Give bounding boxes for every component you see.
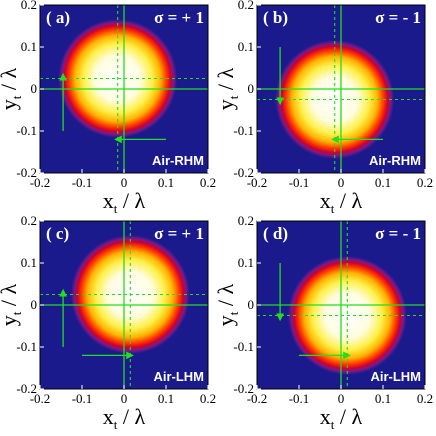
x-tick-label: 0 [338, 175, 345, 190]
x-axis-label: xt / λ [320, 404, 363, 432]
panel-label: ( a) [46, 8, 70, 27]
y-axis-subscript: t [226, 311, 241, 315]
x-axis-suffix: / λ [117, 188, 145, 213]
y-tick-label: 0 [31, 81, 38, 96]
y-axis-suffix: / λ [213, 283, 238, 311]
x-axis-suffix: / λ [334, 188, 362, 213]
x-axis-symbol: x [320, 188, 331, 213]
x-tick-label: 0.1 [158, 175, 174, 190]
x-axis-suffix: / λ [334, 404, 362, 429]
x-tick-label: -0.2 [30, 175, 51, 190]
y-tick-label: 0.2 [21, 0, 37, 12]
sigma-label: σ = - 1 [375, 224, 421, 243]
x-tick-label: 0.1 [158, 391, 174, 406]
y-axis-subscript: t [9, 311, 24, 315]
y-axis-label: yt / λ [0, 67, 24, 110]
x-axis-label: xt / λ [320, 188, 363, 216]
y-tick-label: -0.2 [16, 381, 37, 396]
y-tick-label: 0.1 [238, 255, 254, 270]
y-tick-label: -0.1 [16, 339, 37, 354]
y-tick-label: -0.2 [16, 165, 37, 180]
x-tick-label: 0 [121, 175, 128, 190]
x-axis-symbol: x [103, 188, 114, 213]
panel-d: -0.2 -0.1 0 0.1 0.20.20.10-0.1-0.2xt / λyt /… [213, 213, 433, 432]
x-axis-subscript: t [114, 201, 118, 216]
x-tick-label: 0.2 [200, 175, 216, 190]
y-tick-label: -0.2 [233, 381, 254, 396]
y-tick-label: -0.1 [233, 339, 254, 354]
y-axis-label: yt / λ [213, 283, 241, 326]
x-tick-label: -0.1 [289, 175, 310, 190]
y-axis-suffix: / λ [213, 67, 238, 95]
x-axis-subscript: t [114, 417, 118, 432]
y-tick-label: 0 [31, 297, 38, 312]
sigma-label: σ = + 1 [154, 224, 204, 243]
x-axis-label: xt / λ [103, 404, 146, 432]
x-tick-label: 0 [121, 391, 128, 406]
y-axis-label: yt / λ [0, 283, 24, 326]
y-tick-label: 0.1 [21, 39, 37, 54]
x-axis-suffix: / λ [117, 404, 145, 429]
y-axis-symbol: y [0, 315, 21, 326]
x-tick-label: 0.2 [200, 391, 216, 406]
y-axis-subscript: t [226, 95, 241, 99]
x-tick-label: -0.2 [247, 175, 268, 190]
y-tick-label: 0 [248, 81, 255, 96]
x-tick-label: 0.2 [417, 391, 433, 406]
x-axis-symbol: x [103, 404, 114, 429]
x-tick-label: 0.2 [417, 175, 433, 190]
panel-label: ( d) [263, 224, 288, 243]
beam-spot [275, 39, 395, 160]
panel-label: ( b) [263, 8, 288, 27]
y-tick-label: 0.1 [21, 255, 37, 270]
y-axis-symbol: y [0, 99, 21, 110]
medium-label: Air-RHM [369, 153, 421, 168]
panel-a: -0.2-0.100.10.20.20.10-0.1-0.2xt / λyt /… [0, 0, 216, 216]
sigma-label: σ = + 1 [154, 8, 204, 27]
x-tick-label: -0.1 [72, 391, 93, 406]
x-tick-label: -0.2 [30, 391, 51, 406]
y-tick-label: 0.2 [238, 0, 254, 12]
medium-label: Air-LHM [370, 369, 421, 384]
panel-b: -0.2 -0.1 0 0.1 0.20.20.10-0.1-0.2xt / λyt /… [213, 0, 433, 216]
x-tick-label: -0.1 [72, 175, 93, 190]
y-tick-label: 0.1 [238, 39, 254, 54]
x-tick-label: -0.2 [247, 391, 268, 406]
panel-label: ( c) [46, 224, 69, 243]
x-tick-label: 0.1 [375, 175, 391, 190]
y-axis-suffix: / λ [0, 67, 21, 95]
y-tick-label: -0.1 [16, 123, 37, 138]
y-tick-label: 0 [248, 297, 255, 312]
x-tick-label: -0.1 [289, 391, 310, 406]
medium-label: Air-LHM [153, 369, 204, 384]
y-tick-label: -0.2 [233, 165, 254, 180]
x-tick-label: 0.1 [375, 391, 391, 406]
y-tick-label: 0.2 [21, 213, 37, 228]
sigma-label: σ = - 1 [375, 8, 421, 27]
y-axis-symbol: y [213, 315, 238, 326]
y-axis-suffix: / λ [0, 283, 21, 311]
medium-label: Air-RHM [152, 153, 204, 168]
y-axis-subscript: t [9, 95, 24, 99]
x-axis-subscript: t [331, 201, 335, 216]
y-tick-label: 0.2 [238, 213, 254, 228]
y-axis-label: yt / λ [213, 67, 241, 110]
x-tick-label: 0 [338, 391, 345, 406]
x-axis-subscript: t [331, 417, 335, 432]
x-axis-label: xt / λ [103, 188, 146, 216]
x-axis-symbol: x [320, 404, 331, 429]
y-axis-symbol: y [213, 99, 238, 110]
panel-c: -0.2-0.100.10.20.20.10-0.1-0.2xt / λyt /… [0, 213, 216, 432]
y-tick-label: -0.1 [233, 123, 254, 138]
